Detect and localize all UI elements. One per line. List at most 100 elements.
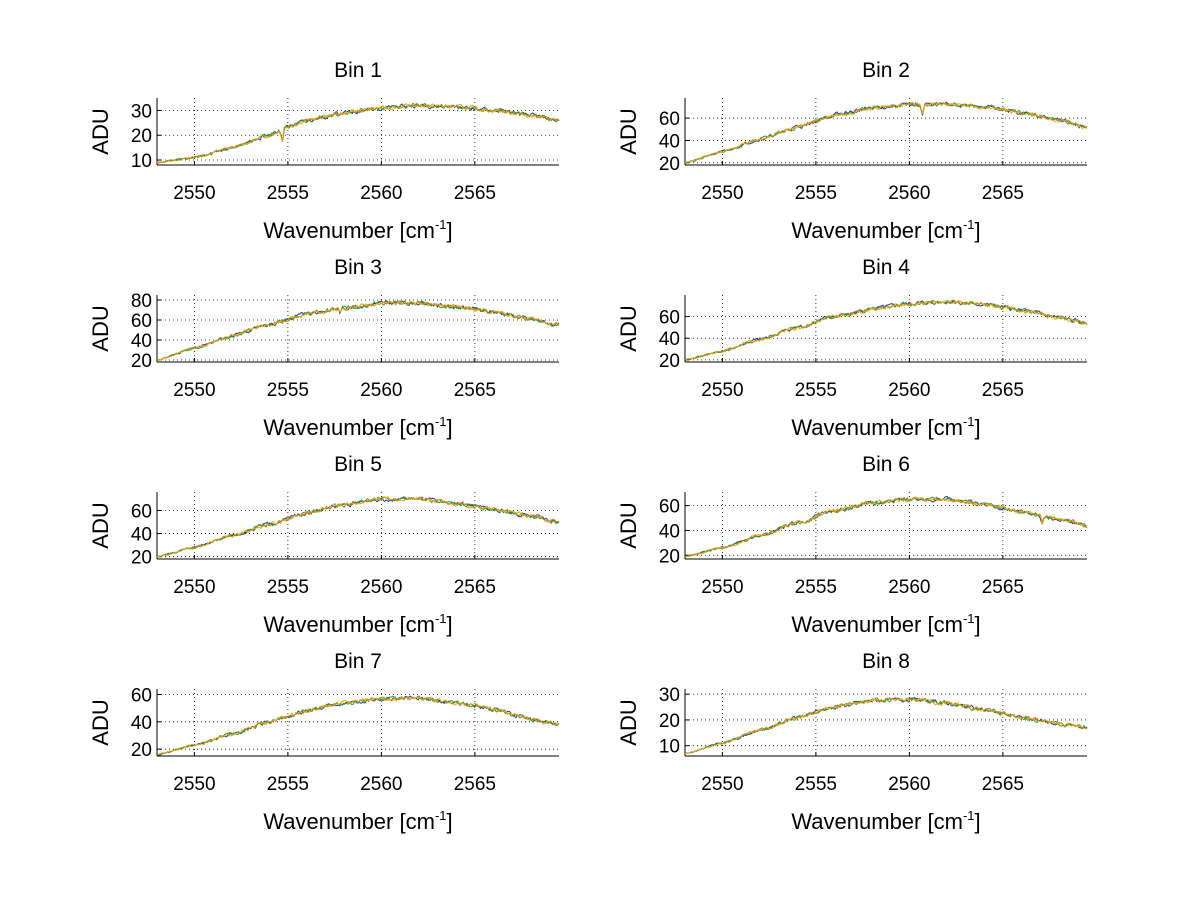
- x-tick-label: 2550: [701, 380, 743, 401]
- y-tick-label: 20: [131, 126, 152, 147]
- y-tick-label: 20: [131, 548, 152, 569]
- subplot-title: Bin 7: [334, 650, 382, 673]
- series-line-trace-3: [684, 299, 1088, 361]
- x-tick-label: 2555: [267, 380, 309, 401]
- x-tick-label: 2560: [360, 577, 402, 598]
- x-axis-label: Wavenumber [cm-1]: [263, 808, 452, 834]
- subplot-title: Bin 4: [862, 256, 910, 279]
- x-tick-label: 2560: [888, 774, 930, 795]
- y-axis-label: ADU: [616, 305, 641, 351]
- y-axis-label: ADU: [88, 502, 113, 548]
- x-tick-label: 2555: [267, 183, 309, 204]
- y-axis-label: ADU: [88, 699, 113, 745]
- y-tick-label: 40: [131, 713, 152, 734]
- y-tick-label: 30: [131, 101, 152, 122]
- subplot-title: Bin 5: [334, 453, 382, 476]
- y-tick-label: 40: [659, 131, 680, 152]
- subplot-title: Bin 3: [334, 256, 382, 279]
- y-tick-label: 60: [131, 501, 152, 522]
- y-tick-label: 60: [659, 109, 680, 130]
- x-tick-label: 2550: [173, 577, 215, 598]
- y-tick-label: 10: [659, 737, 680, 758]
- series-line-trace-3: [156, 300, 560, 361]
- subplot-6: 2550 2555 2560 2565 20 40 60 Bin 6 Wavenumber [c…: [616, 453, 1088, 637]
- y-tick-label: 60: [131, 685, 152, 706]
- y-tick-label: 20: [131, 740, 152, 761]
- x-tick-label: 2565: [454, 774, 496, 795]
- x-tick-label: 2550: [173, 380, 215, 401]
- y-axis-label: ADU: [616, 108, 641, 154]
- x-tick-label: 2555: [795, 577, 837, 598]
- y-tick-label: 20: [659, 351, 680, 372]
- series-line-trace-3: [684, 496, 1088, 558]
- x-axis-label: Wavenumber [cm-1]: [263, 414, 452, 440]
- x-axis-label: Wavenumber [cm-1]: [791, 611, 980, 637]
- series-line-trace-3: [684, 697, 1088, 755]
- y-tick-label: 40: [659, 329, 680, 350]
- x-tick-label: 2555: [267, 577, 309, 598]
- series-line-trace-3: [156, 103, 560, 163]
- x-axis-label: Wavenumber [cm-1]: [791, 217, 980, 243]
- y-tick-label: 30: [659, 685, 680, 706]
- x-tick-label: 2560: [360, 380, 402, 401]
- y-tick-label: 20: [131, 351, 152, 372]
- x-tick-label: 2560: [888, 183, 930, 204]
- subplot-8: 2550 2555 2560 2565 10 20 30 Bin 8 Wavenumber [c…: [616, 650, 1088, 834]
- x-tick-label: 2565: [982, 577, 1024, 598]
- x-tick-label: 2560: [888, 380, 930, 401]
- y-tick-label: 60: [131, 311, 152, 332]
- x-tick-label: 2565: [454, 577, 496, 598]
- subplot-title: Bin 1: [334, 59, 382, 82]
- x-tick-label: 2550: [701, 577, 743, 598]
- x-tick-label: 2550: [701, 183, 743, 204]
- y-axis-label: ADU: [616, 502, 641, 548]
- x-tick-label: 2560: [888, 577, 930, 598]
- y-tick-label: 20: [659, 711, 680, 732]
- x-tick-label: 2555: [795, 774, 837, 795]
- subplot-7: 2550 2555 2560 2565 20 40 60 Bin 7 Wavenumber [c…: [88, 650, 560, 834]
- series-line-trace-3: [156, 496, 560, 558]
- y-tick-label: 40: [131, 525, 152, 546]
- y-tick-label: 60: [659, 308, 680, 329]
- series-line-trace-1: [685, 101, 1088, 164]
- series-line-trace-2: [156, 300, 560, 361]
- subplot-title: Bin 8: [862, 650, 910, 673]
- subplot-title: Bin 2: [862, 59, 910, 82]
- y-tick-label: 10: [131, 151, 152, 172]
- subplot-1: 2550 2555 2560 2565 10 20 30 Bin 1 Wavenumber [c…: [88, 59, 560, 243]
- x-tick-label: 2550: [173, 774, 215, 795]
- y-axis-label: ADU: [88, 108, 113, 154]
- x-axis-label: Wavenumber [cm-1]: [791, 414, 980, 440]
- y-tick-label: 80: [131, 291, 152, 312]
- x-tick-label: 2560: [360, 774, 402, 795]
- y-tick-label: 60: [659, 497, 680, 518]
- series-line-trace-2: [156, 496, 560, 558]
- y-tick-label: 20: [659, 154, 680, 175]
- x-tick-label: 2565: [982, 183, 1024, 204]
- x-tick-label: 2565: [982, 774, 1024, 795]
- y-tick-label: 20: [659, 546, 680, 567]
- x-tick-label: 2550: [701, 774, 743, 795]
- x-tick-label: 2555: [795, 183, 837, 204]
- series-line-trace-3: [684, 101, 1088, 163]
- series-line-trace-3: [156, 696, 560, 755]
- subplot-title: Bin 6: [862, 453, 910, 476]
- x-tick-label: 2560: [360, 183, 402, 204]
- x-tick-label: 2550: [173, 183, 215, 204]
- x-axis-label: Wavenumber [cm-1]: [263, 217, 452, 243]
- x-tick-label: 2565: [982, 380, 1024, 401]
- x-tick-label: 2565: [454, 380, 496, 401]
- y-axis-label: ADU: [88, 305, 113, 351]
- x-tick-label: 2565: [454, 183, 496, 204]
- x-tick-label: 2555: [267, 774, 309, 795]
- y-tick-label: 40: [659, 521, 680, 542]
- y-axis-label: ADU: [616, 699, 641, 745]
- y-tick-label: 40: [131, 331, 152, 352]
- x-tick-label: 2555: [795, 380, 837, 401]
